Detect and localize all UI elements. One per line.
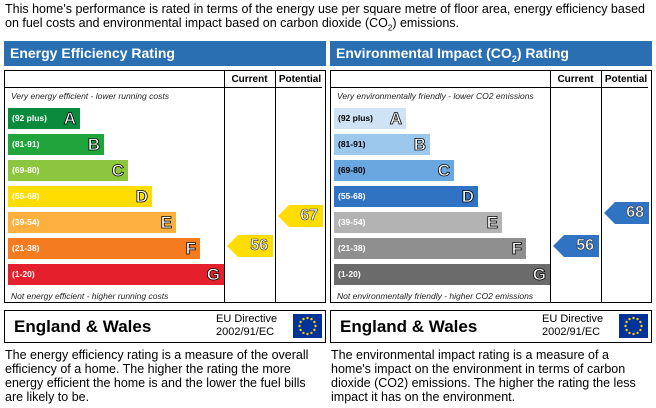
band-d: (55-68) D: [8, 186, 152, 207]
current-header: Current: [557, 74, 594, 85]
band-b: (81-91) B: [8, 134, 104, 155]
band-range: (69-80): [12, 165, 40, 175]
top-note: Very environmentally friendly - lower CO…: [337, 91, 534, 101]
band-range: (1-20): [338, 269, 361, 279]
current-header: Current: [231, 74, 268, 85]
band-c: (69-80) C: [8, 160, 128, 181]
country-label: England & Wales: [14, 317, 152, 336]
potential-header: Potential: [278, 74, 322, 85]
band-g: (1-20) G: [8, 264, 224, 285]
band-range: (39-54): [12, 217, 40, 227]
band-c: (69-80) C: [334, 160, 454, 181]
band-range: (92 plus): [338, 113, 373, 123]
eu-flag-icon: [293, 314, 322, 338]
band-letter: C: [437, 161, 450, 181]
band-range: (92 plus): [12, 113, 47, 123]
eu-directive: EU Directive 2002/91/EC: [216, 313, 278, 338]
band-d: (55-68) D: [334, 186, 478, 207]
ei-caption: The environmental impact rating is a mea…: [331, 348, 636, 404]
eu-flag-icon: [619, 314, 648, 338]
band-letter: A: [389, 109, 402, 129]
current-rating-arrow: 56: [227, 235, 273, 257]
bottom-note: Not environmentally friendly - higher CO…: [337, 291, 534, 301]
band-e: (39-54) E: [8, 212, 176, 233]
band-letter: E: [486, 213, 498, 233]
band-letter: A: [63, 109, 76, 129]
band-range: (81-91): [12, 139, 40, 149]
energy-efficiency-panel: Energy Efficiency Rating Current Potenti…: [4, 41, 326, 345]
footer: England & Wales EU Directive 2002/91/EC: [4, 310, 326, 343]
band-range: (81-91): [338, 139, 366, 149]
band-a: (92 plus) A: [8, 108, 80, 129]
panel-title: Environmental Impact (CO2) Rating: [330, 41, 652, 66]
band-range: (1-20): [12, 269, 35, 279]
intro-text: This home's performance is rated in term…: [5, 2, 645, 33]
rating-chart: Current Potential Very environmentally f…: [330, 70, 652, 303]
bottom-note: Not energy efficient - higher running co…: [11, 291, 169, 301]
top-note: Very energy efficient - lower running co…: [11, 91, 169, 101]
band-letter: G: [206, 265, 220, 285]
band-letter: B: [413, 135, 426, 155]
band-letter: B: [87, 135, 100, 155]
potential-rating-arrow: 68: [604, 202, 649, 224]
country-label: England & Wales: [340, 317, 478, 336]
band-letter: D: [135, 187, 148, 207]
environmental-impact-panel: Environmental Impact (CO2) Rating Curren…: [330, 41, 652, 345]
footer: England & Wales EU Directive 2002/91/EC: [330, 310, 652, 343]
band-g: (1-20) G: [334, 264, 550, 285]
band-range: (69-80): [338, 165, 366, 175]
panel-title: Energy Efficiency Rating: [4, 41, 326, 66]
band-f: (21-38) F: [334, 238, 526, 259]
current-rating-arrow: 56: [553, 235, 599, 257]
band-range: (39-54): [338, 217, 366, 227]
band-letter: D: [461, 187, 474, 207]
band-a: (92 plus) A: [334, 108, 406, 129]
band-range: (55-68): [12, 191, 40, 201]
band-b: (81-91) B: [334, 134, 430, 155]
potential-rating-arrow: 67: [278, 205, 323, 227]
rating-chart: Current Potential Very energy efficient …: [4, 70, 326, 303]
band-range: (21-38): [338, 243, 366, 253]
band-letter: F: [185, 239, 196, 259]
band-range: (21-38): [12, 243, 40, 253]
band-e: (39-54) E: [334, 212, 502, 233]
band-letter: C: [111, 161, 124, 181]
eu-directive: EU Directive 2002/91/EC: [542, 313, 604, 338]
band-f: (21-38) F: [8, 238, 200, 259]
band-range: (55-68): [338, 191, 366, 201]
potential-header: Potential: [604, 74, 648, 85]
band-letter: F: [511, 239, 522, 259]
band-letter: E: [160, 213, 172, 233]
eer-caption: The energy efficiency rating is a measur…: [5, 348, 309, 404]
band-letter: G: [532, 265, 546, 285]
